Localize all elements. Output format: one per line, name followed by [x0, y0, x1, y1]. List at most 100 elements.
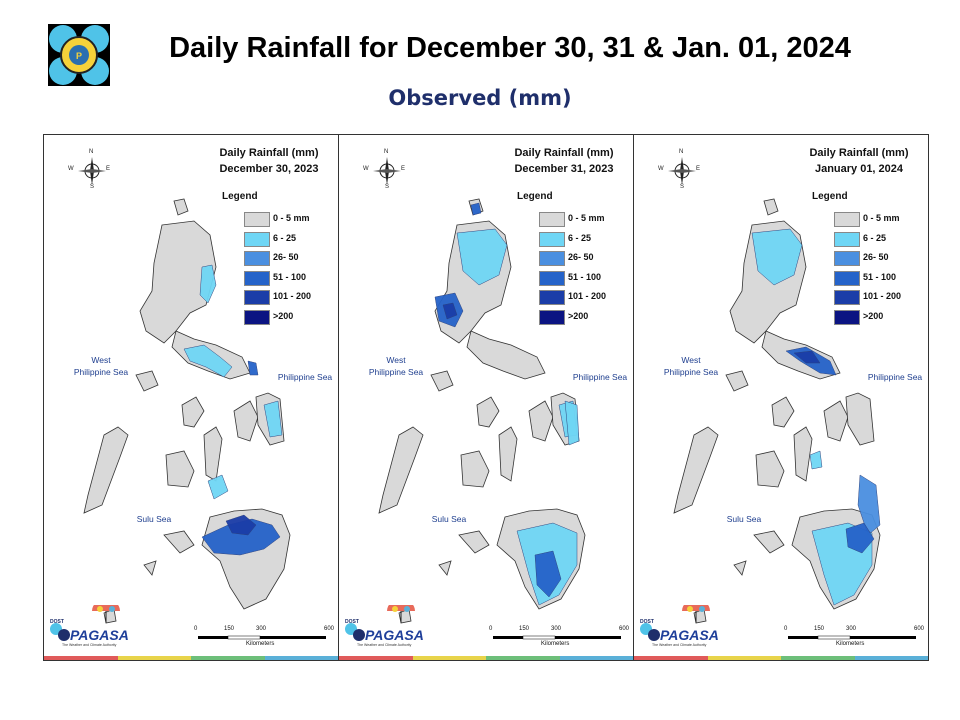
panel-title-line1: Daily Rainfall (mm) [514, 147, 614, 159]
compass-n-label: N [679, 149, 684, 155]
rain-zone-eastern-mindanao [857, 474, 881, 536]
landmass-3 [725, 370, 749, 392]
brand-top-text: DOST [345, 619, 359, 625]
landmass-7 [528, 400, 554, 442]
page-title: Daily Rainfall for December 30, 31 & Jan… [169, 32, 851, 64]
landmass-6 [498, 426, 518, 482]
brand-tagline: The Weather and Climate Authority [652, 643, 707, 647]
rain-zone-batanes [470, 202, 482, 216]
legend-label: 51 - 100 [863, 271, 897, 282]
brand-top-text: DOST [50, 619, 64, 625]
rain-zone-north-luzon [456, 228, 508, 286]
panel-title: Daily Rainfall (mm) December 30, 2023 [204, 145, 334, 177]
legend-swatch [244, 231, 270, 247]
philippines-map [83, 198, 291, 624]
sulu-sea-label: Sulu Sea [136, 514, 172, 524]
panel-title: Daily Rainfall (mm) January 01, 2024 [794, 145, 924, 177]
legend-label: 0 - 5 mm [863, 213, 900, 223]
pagasa-brand: DOST PAGASA The Weather and Climate Author… [48, 605, 138, 651]
landmass-4 [378, 426, 424, 514]
compass-s-label: S [90, 184, 95, 190]
landmass-5 [181, 396, 205, 428]
legend-label: 6 - 25 [863, 232, 887, 243]
scale-bar: 0 150 300 600 Kilometers [194, 626, 334, 652]
brand-agency: PAGASA [365, 627, 424, 643]
legend-swatch [539, 231, 565, 247]
legend-swatch [834, 251, 860, 266]
pagasa-logo: P [46, 22, 112, 88]
strip-segment [339, 656, 413, 660]
panel-title-line1: Daily Rainfall (mm) [219, 147, 319, 159]
rain-zone-eastern-visayas [263, 400, 283, 438]
landmass-5 [771, 396, 795, 428]
legend-swatch [244, 290, 270, 305]
legend-swatch [834, 231, 860, 247]
legend-label: 51 - 100 [273, 271, 307, 282]
landmass-3 [135, 370, 159, 392]
scale-unit-label: Kilometers [541, 641, 570, 647]
pagasa-brand: DOST PAGASA The Weather and Climate Author… [638, 605, 728, 651]
landmass-8 [845, 392, 875, 446]
color-strip [44, 656, 338, 660]
landmass-2 [173, 198, 189, 216]
compass-w-label: W [363, 166, 369, 172]
strip-segment [707, 656, 781, 660]
svg-text:P: P [76, 51, 82, 61]
landmass-9 [755, 450, 785, 488]
legend-swatch [539, 251, 565, 266]
rain-zone-northern-mindanao-core [225, 514, 257, 536]
legend-swatch [539, 309, 565, 325]
brand-agency: PAGASA [660, 627, 719, 643]
legend-swatch [539, 212, 565, 227]
compass-s-label: S [385, 184, 390, 190]
panel-date: December 30, 2023 [219, 163, 319, 175]
rain-zone-visayas-scattered [809, 450, 823, 470]
landmass-11 [753, 530, 785, 554]
landmass-7 [233, 400, 259, 442]
pagasa-brand: DOST PAGASA The Weather and Climate Author… [343, 605, 433, 651]
strip-segment [634, 656, 708, 660]
brand-tagline: The Weather and Climate Authority [357, 643, 412, 647]
strip-segment [486, 656, 560, 660]
legend-swatch [539, 290, 565, 305]
compass-rose-icon: N S W E [363, 149, 406, 191]
sulu-sea-label: Sulu Sea [431, 514, 467, 524]
legend-swatch [834, 212, 860, 227]
compass-e-label: E [696, 166, 701, 172]
scale-tick-label: 150 [519, 626, 530, 632]
legend-heading: Legend [222, 191, 258, 202]
map-panel-jan01: N S W E Daily Rainfall (mm) January 01, 2024 L… [633, 134, 929, 661]
sulu-sea-label: Sulu Sea [726, 514, 762, 524]
legend-swatch [244, 270, 270, 286]
legend-heading: Legend [812, 191, 848, 202]
map-panel-dec31: N S W E Daily Rainfall (mm) December 31, 2023… [338, 134, 634, 661]
compass-e-label: E [106, 166, 111, 172]
compass-w-label: W [68, 166, 74, 172]
compass-n-label: N [89, 149, 94, 155]
landmass-12 [143, 560, 157, 576]
legend-swatch [834, 290, 860, 305]
philippines-map [673, 198, 881, 624]
legend-heading: Legend [517, 191, 553, 202]
scale-bar: 0 150 300 600 Kilometers [489, 626, 630, 652]
west-philippine-sea-label: West Philippine Sea [368, 355, 424, 377]
scale-tick-label: 0 [489, 626, 493, 632]
legend-label: 101 - 200 [863, 291, 902, 301]
legend-label: 0 - 5 mm [568, 213, 605, 223]
rain-zone-catanduanes [247, 360, 259, 376]
legend-swatch [834, 309, 860, 325]
scale-tick-label: 300 [551, 626, 562, 632]
scale-tick-label: 150 [814, 626, 825, 632]
legend-label: 51 - 100 [568, 271, 602, 282]
scale-tick-label: 600 [619, 626, 630, 632]
compass-e-label: E [401, 166, 406, 172]
legend-label: 26- 50 [568, 252, 594, 262]
legend-label: 26- 50 [863, 252, 889, 262]
legend-swatch [244, 212, 270, 227]
map-panel-dec30: N S W E Daily Rainfall (mm) December 30, 2023… [43, 134, 339, 661]
strip-segment [191, 656, 265, 660]
panel-date: December 31, 2023 [514, 163, 614, 175]
landmass-5 [476, 396, 500, 428]
scale-tick-label: 300 [846, 626, 857, 632]
landmass-6 [203, 426, 223, 482]
